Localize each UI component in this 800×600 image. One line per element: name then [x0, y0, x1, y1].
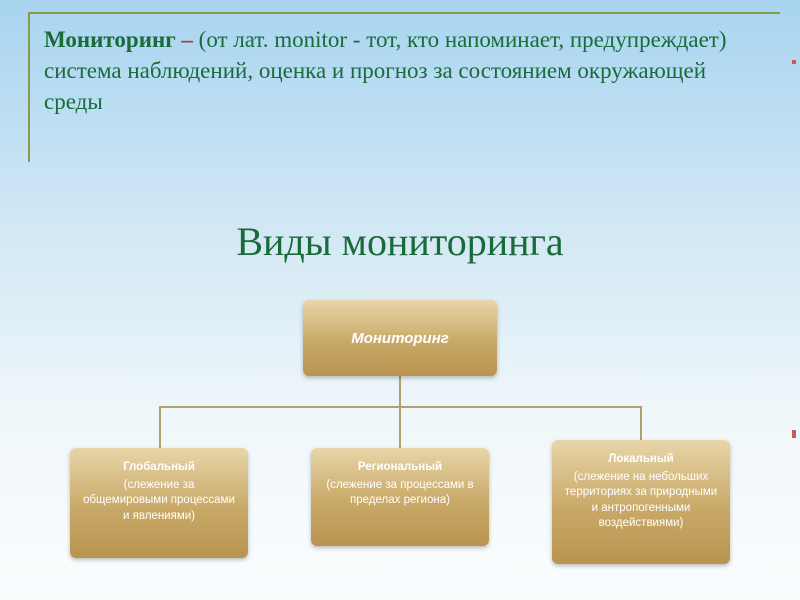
definition-etymology: (от лат. monitor - тот, кто напоминает, … [199, 27, 727, 52]
connector [399, 376, 401, 406]
child-title: Региональный [321, 460, 479, 476]
root-label: Мониторинг [351, 330, 449, 347]
connector [640, 406, 642, 440]
connector [159, 406, 161, 448]
definition-term: Мониторинг [44, 27, 176, 52]
tree-child-global: Глобальный (слежение за общемировыми про… [70, 448, 248, 558]
side-marker-top [792, 60, 796, 64]
definition-block: Мониторинг – (от лат. monitor - тот, кто… [44, 24, 770, 117]
monitoring-tree-diagram: Мониторинг Глобальный (слежение за общем… [70, 300, 730, 580]
child-desc: (слежение за общемировыми процессами и я… [83, 479, 235, 522]
tree-child-regional: Региональный (слежение за процессами в п… [311, 448, 489, 546]
child-desc: (слежение на небольших территориях за пр… [565, 471, 717, 530]
side-marker-bottom [792, 430, 796, 438]
tree-root-node: Мониторинг [303, 300, 497, 376]
child-desc: (слежение за процессами в пределах регио… [326, 479, 473, 507]
page-heading: Виды мониторинга [0, 218, 800, 265]
child-title: Глобальный [80, 460, 238, 476]
tree-child-local: Локальный (слежение на небольших террито… [552, 440, 730, 564]
child-title: Локальный [562, 452, 720, 468]
connector [399, 406, 401, 448]
definition-dash: – [181, 27, 193, 52]
definition-body: система наблюдений, оценка и прогноз за … [44, 58, 706, 114]
